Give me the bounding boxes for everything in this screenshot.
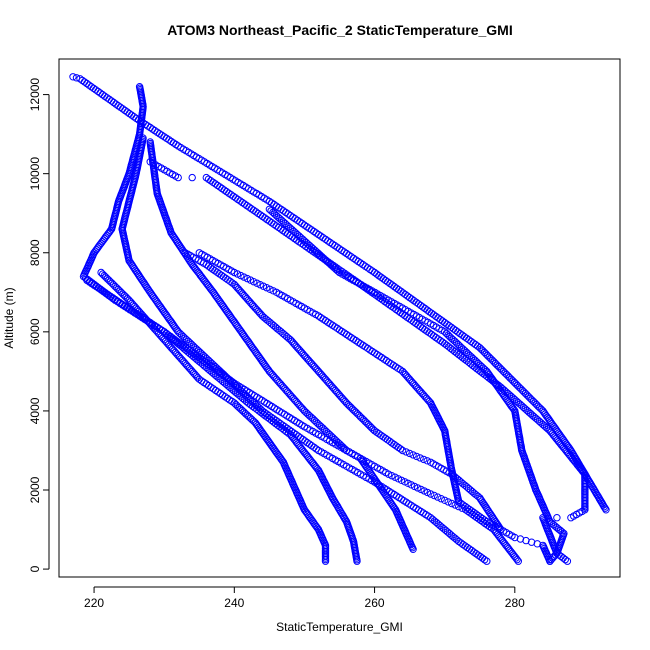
data-point	[414, 484, 422, 492]
plot-frame	[58, 58, 621, 578]
data-point	[563, 557, 572, 565]
y-axis-label: Altitude (m)	[2, 287, 16, 348]
data-point	[409, 545, 417, 553]
y-tick-label: 0	[28, 565, 42, 572]
data-point	[480, 556, 489, 564]
data-point	[430, 491, 438, 500]
data-point	[441, 496, 449, 504]
data-point	[561, 555, 569, 564]
data-point	[547, 555, 555, 564]
y-tick-label: 8000	[28, 239, 42, 266]
chart-title: ATOM3 Northeast_Pacific_2 StaticTemperat…	[167, 22, 512, 38]
data-point	[514, 557, 522, 565]
data-point	[483, 557, 491, 565]
data-point	[601, 504, 609, 512]
data-point	[321, 557, 330, 565]
data-point	[396, 445, 405, 453]
data-point	[266, 285, 274, 293]
data-point	[420, 455, 428, 464]
x-axis: 220 240 260 280	[84, 586, 525, 610]
data-point	[388, 472, 396, 480]
data-point	[397, 476, 406, 484]
data-point	[546, 557, 554, 565]
data-point	[513, 555, 521, 564]
scatter-points	[69, 73, 610, 565]
data-point	[553, 514, 561, 522]
data-point	[444, 498, 452, 506]
data-point	[402, 448, 410, 456]
data-point	[437, 495, 445, 503]
data-point	[188, 173, 196, 182]
y-tick-label: 6000	[28, 318, 42, 345]
y-tick-label: 2000	[28, 476, 42, 503]
data-point	[353, 557, 361, 565]
data-point	[398, 446, 407, 455]
x-tick-label: 280	[505, 596, 525, 610]
y-axis: 0 2000 4000 6000 8000 10000 12000	[28, 78, 50, 572]
data-point	[174, 173, 182, 182]
x-tick-label: 220	[84, 596, 104, 610]
x-axis-label: StaticTemperature_GMI	[276, 620, 403, 634]
data-point	[259, 282, 268, 290]
data-point	[416, 454, 424, 462]
data-point	[423, 457, 431, 465]
y-tick-label: 4000	[28, 397, 42, 424]
data-point	[250, 278, 258, 286]
data-point	[448, 499, 456, 508]
x-tick-label: 260	[365, 596, 385, 610]
data-point	[69, 73, 77, 81]
data-point	[567, 514, 575, 522]
y-tick-label: 10000	[28, 157, 42, 191]
data-point	[240, 273, 248, 281]
data-point	[602, 506, 610, 514]
y-tick-label: 12000	[28, 78, 42, 112]
data-point	[409, 451, 417, 459]
data-point	[434, 493, 442, 501]
x-tick-label: 240	[224, 596, 244, 610]
data-point	[412, 452, 421, 461]
data-point	[427, 490, 435, 498]
data-point	[405, 449, 414, 458]
